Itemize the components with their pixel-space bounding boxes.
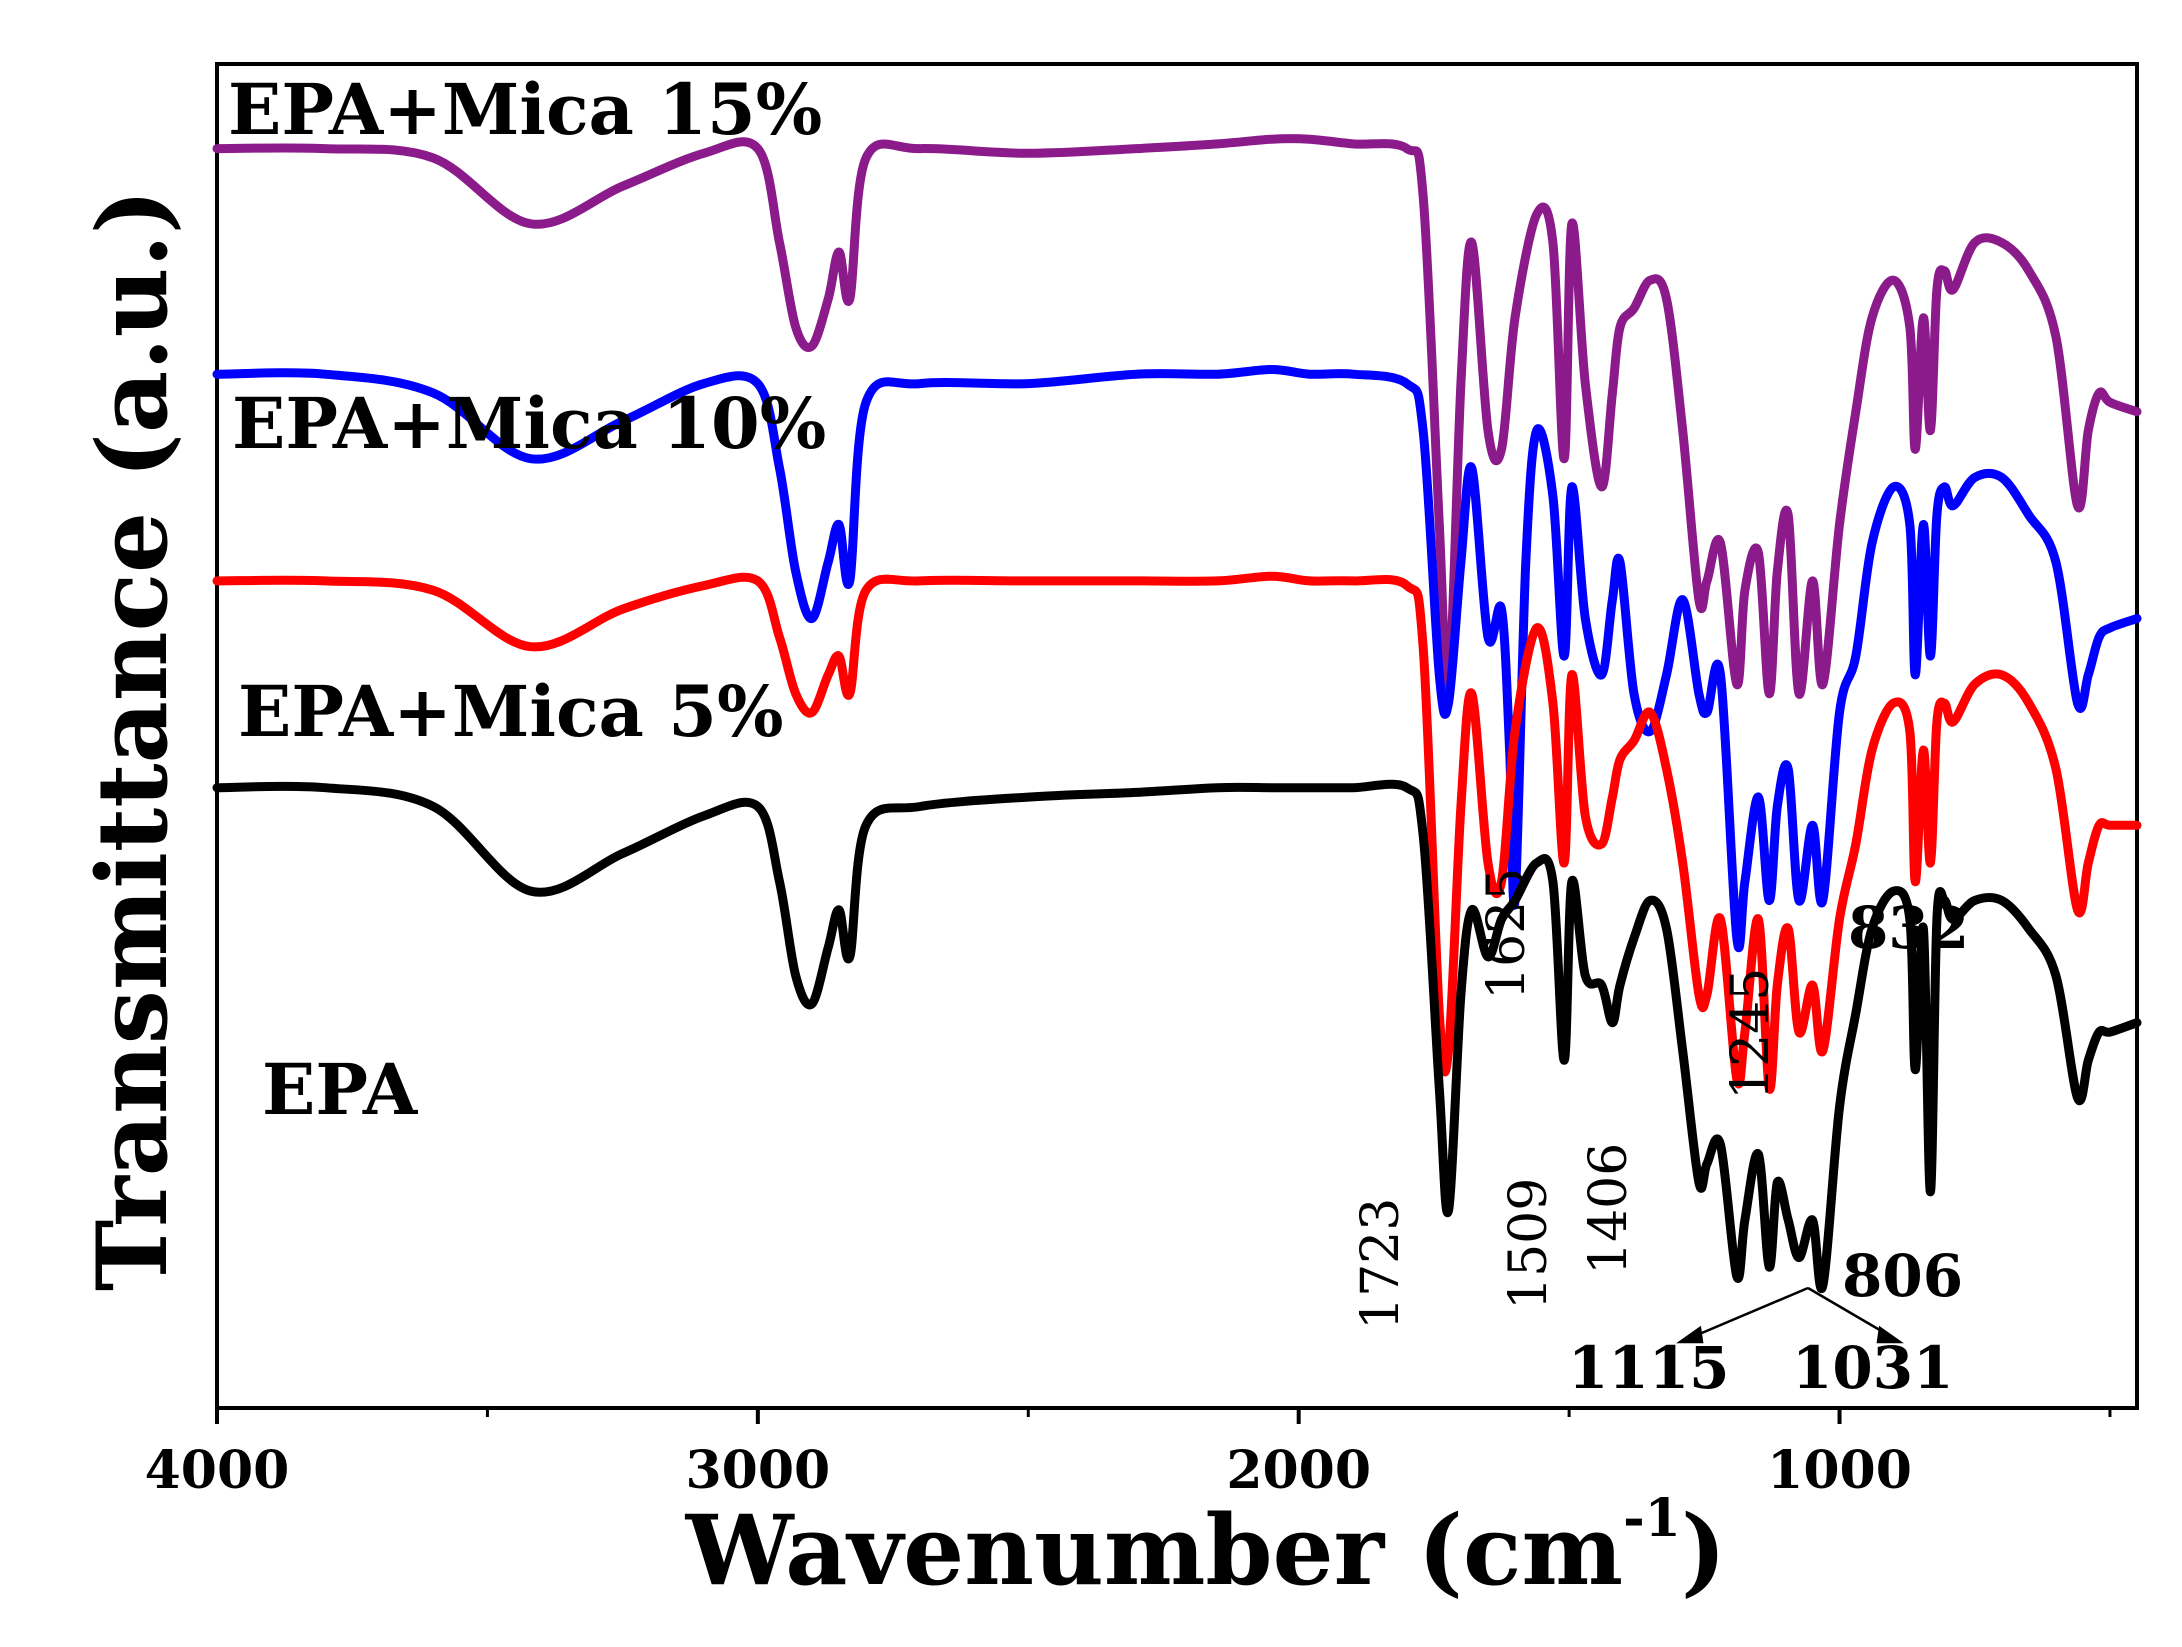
x-axis-title-superscript: -1 — [1623, 1488, 1681, 1549]
x-axis-title: Wavenumber (cm-1) — [685, 1488, 1727, 1607]
plot-frame — [215, 62, 2139, 1410]
y-axis-title: Transmittance (a.u.) — [76, 189, 189, 1291]
series-layer — [212, 134, 2142, 1294]
peak-label-1406: 1406 — [1579, 1143, 1639, 1275]
series-line-epa-mica-5 — [212, 571, 2142, 1094]
peak-label-832: 832 — [1848, 894, 1969, 962]
series-line-epa-mica-15 — [212, 134, 2142, 702]
peak-label-1509: 1509 — [1499, 1178, 1559, 1310]
annotation-arrows — [1676, 1286, 1904, 1344]
series-label-10: EPA+Mica 10% — [232, 382, 826, 465]
series-label-15: EPA+Mica 15% — [228, 68, 822, 151]
x-axis-title-close: ) — [1681, 1494, 1726, 1607]
peak-label-1723: 1723 — [1351, 1198, 1411, 1330]
arrow-1031 — [1807, 1286, 1891, 1338]
peak-label-806: 806 — [1842, 1242, 1963, 1310]
peak-label-1031: 1031 — [1792, 1334, 1953, 1402]
series-line-epa — [212, 779, 2142, 1294]
x-axis-title-main: Wavenumber (cm — [685, 1494, 1623, 1607]
peak-label-1245: 1245 — [1721, 968, 1781, 1100]
x-tick-label-3000: 3000 — [685, 1440, 830, 1501]
series-label-5: EPA+Mica 5% — [238, 670, 784, 753]
arrow-1115 — [1689, 1286, 1809, 1340]
peak-label-1115: 1115 — [1568, 1334, 1729, 1402]
peak-label-1625: 1625 — [1477, 868, 1537, 1000]
arrowhead-1115 — [1676, 1325, 1704, 1344]
series-label-epa: EPA — [262, 1048, 419, 1131]
x-tick-label-1000: 1000 — [1767, 1440, 1912, 1501]
x-tick-label-4000: 4000 — [145, 1440, 290, 1501]
series-line-epa-mica-10 — [212, 365, 2142, 952]
x-axis-ticks: 4000 3000 2000 1000 — [145, 1408, 2112, 1501]
arrowhead-1031 — [1876, 1325, 1904, 1344]
x-tick-label-2000: 2000 — [1226, 1440, 1371, 1501]
